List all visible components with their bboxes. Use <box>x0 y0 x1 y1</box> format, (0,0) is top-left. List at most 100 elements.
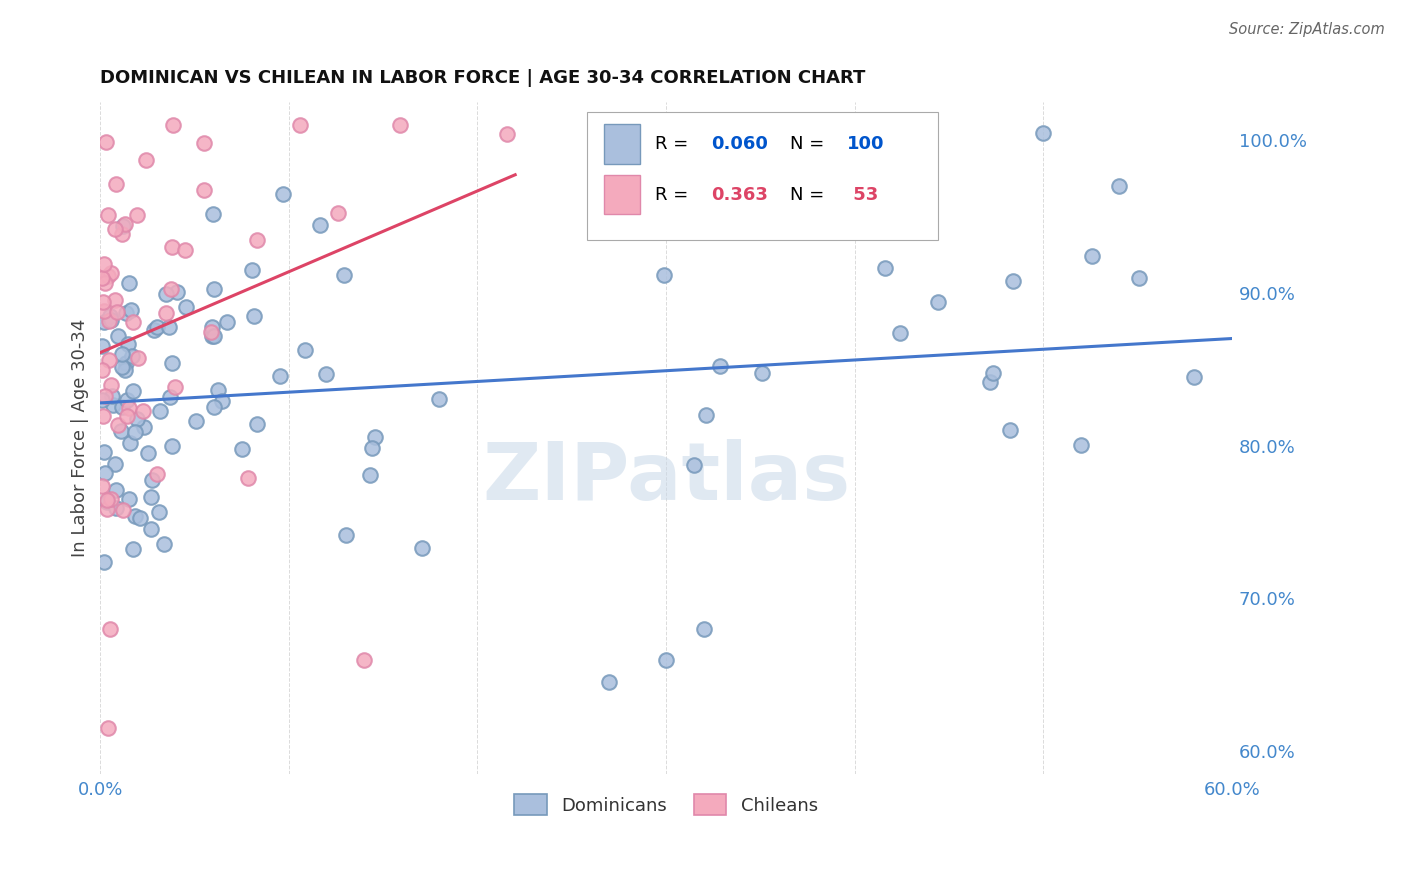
Point <box>100 378 122 392</box>
Text: 0.060: 0.060 <box>711 135 768 153</box>
Point <box>202 329 225 343</box>
Point <box>159 390 181 404</box>
Point <box>104 483 127 498</box>
Point <box>94 389 117 403</box>
Point <box>114 217 136 231</box>
Point <box>193 183 215 197</box>
Point <box>115 393 138 408</box>
Text: DOMINICAN VS CHILEAN IN LABOR FORCE | AGE 30-34 CORRELATION CHART: DOMINICAN VS CHILEAN IN LABOR FORCE | AG… <box>100 69 866 87</box>
Point <box>998 423 1021 437</box>
Point <box>135 153 157 167</box>
Point <box>751 366 773 380</box>
Point <box>141 473 163 487</box>
Point <box>111 346 134 360</box>
Point <box>155 306 177 320</box>
Point <box>124 508 146 523</box>
Point <box>146 467 169 482</box>
Point <box>202 282 225 296</box>
Point <box>184 414 207 428</box>
Point <box>120 436 142 450</box>
Point <box>157 319 180 334</box>
Point <box>100 492 122 507</box>
Point <box>96 501 118 516</box>
Point <box>132 419 155 434</box>
Point <box>207 383 229 397</box>
Point <box>97 721 120 735</box>
Point <box>121 315 143 329</box>
Point <box>231 442 253 457</box>
Point <box>129 510 152 524</box>
Point <box>290 118 312 132</box>
Point <box>91 295 114 310</box>
Point <box>1128 270 1150 285</box>
Point <box>875 261 897 276</box>
Point <box>246 233 269 247</box>
Point <box>193 136 215 150</box>
Point <box>211 394 233 409</box>
Point <box>124 425 146 440</box>
Point <box>96 494 118 508</box>
Point <box>273 187 295 202</box>
Point <box>91 409 114 424</box>
Point <box>139 522 162 536</box>
Point <box>136 445 159 459</box>
Point <box>125 412 148 426</box>
Point <box>201 319 224 334</box>
Point <box>93 445 115 459</box>
Point <box>107 305 129 319</box>
Point <box>104 293 127 307</box>
Point <box>120 303 142 318</box>
Point <box>97 353 120 368</box>
Point <box>107 329 129 343</box>
Point <box>93 555 115 569</box>
Point <box>96 493 118 508</box>
Point <box>148 505 170 519</box>
FancyBboxPatch shape <box>586 112 938 240</box>
Point <box>94 466 117 480</box>
Point <box>240 262 263 277</box>
Point <box>104 457 127 471</box>
Point <box>94 277 117 291</box>
Point <box>695 409 717 423</box>
Point <box>163 380 186 394</box>
Point <box>114 356 136 370</box>
Point <box>496 127 519 141</box>
Point <box>333 268 356 283</box>
Point <box>359 468 381 483</box>
Point <box>655 652 678 666</box>
Text: 100: 100 <box>846 135 884 153</box>
Point <box>215 315 238 329</box>
Point <box>353 652 375 666</box>
Point <box>115 306 138 320</box>
Point <box>159 282 181 296</box>
Point <box>118 491 141 506</box>
Y-axis label: In Labor Force | Age 30-34: In Labor Force | Age 30-34 <box>72 318 89 558</box>
Point <box>125 208 148 222</box>
FancyBboxPatch shape <box>603 124 640 164</box>
Point <box>91 362 114 376</box>
Point <box>683 458 706 472</box>
Point <box>122 384 145 399</box>
Point <box>427 392 450 406</box>
Point <box>1032 126 1054 140</box>
Point <box>98 622 121 636</box>
Point <box>111 219 134 233</box>
Point <box>132 404 155 418</box>
Point <box>118 401 141 416</box>
Text: ZIPatlas: ZIPatlas <box>482 440 851 517</box>
Text: R =: R = <box>655 186 693 203</box>
Legend: Dominicans, Chileans: Dominicans, Chileans <box>508 787 825 822</box>
Point <box>149 404 172 418</box>
Point <box>91 478 114 492</box>
Point <box>236 471 259 485</box>
Text: N =: N = <box>790 135 831 153</box>
Point <box>162 118 184 132</box>
Point <box>174 244 197 258</box>
Text: 0.363: 0.363 <box>711 186 768 203</box>
Point <box>1002 274 1025 288</box>
Point <box>111 360 134 375</box>
Point <box>103 222 125 236</box>
Point <box>118 277 141 291</box>
Point <box>101 398 124 412</box>
Point <box>97 208 120 222</box>
